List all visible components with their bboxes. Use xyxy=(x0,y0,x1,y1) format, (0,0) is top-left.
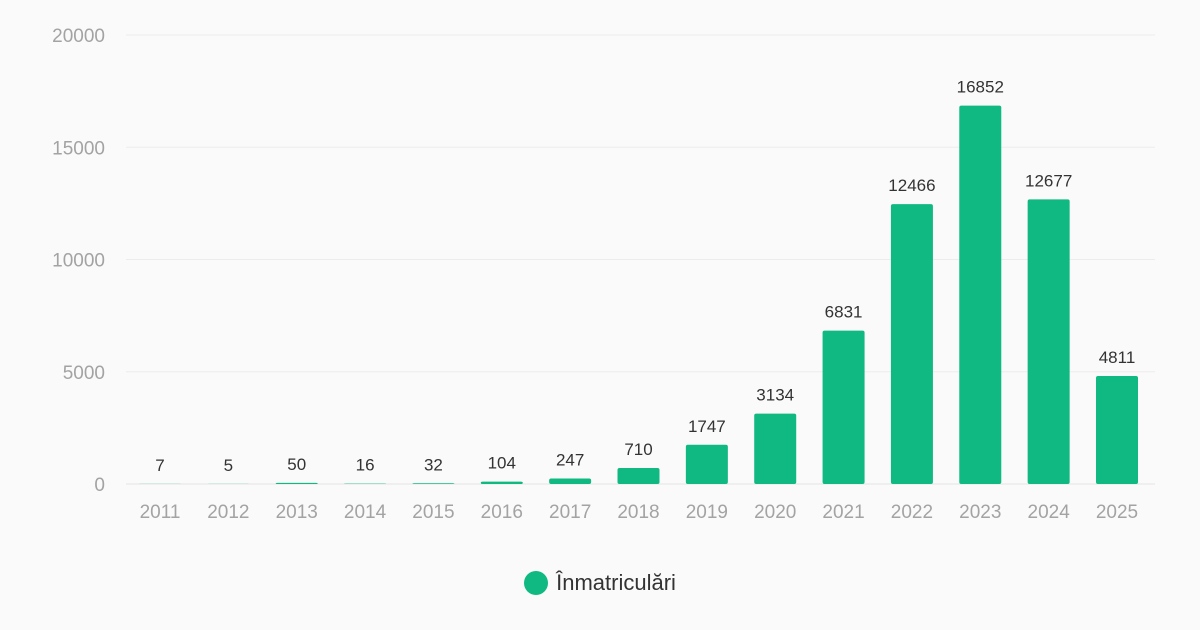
x-tick-label: 2020 xyxy=(754,502,796,523)
y-tick-label: 10000 xyxy=(52,251,105,272)
data-label: 1747 xyxy=(688,417,726,436)
legend-label: Înmatriculări xyxy=(556,570,676,595)
legend-swatch-icon xyxy=(524,571,549,595)
data-label: 50 xyxy=(287,455,306,474)
bars xyxy=(139,105,1138,484)
x-tick-label: 2021 xyxy=(822,502,864,523)
x-tick-label: 2024 xyxy=(1028,502,1071,523)
bar xyxy=(412,483,455,484)
x-tick-label: 2017 xyxy=(549,502,591,523)
x-axis: 2011 2012 2013 2014 2015 2016 2017 2018 2019 2020… xyxy=(140,502,1139,523)
y-tick-label: 5000 xyxy=(63,363,105,384)
data-label: 12466 xyxy=(888,176,935,195)
y-tick-label: 0 xyxy=(94,475,105,496)
data-label: 710 xyxy=(624,440,652,459)
bar xyxy=(617,468,660,484)
bar xyxy=(480,481,523,484)
x-tick-label: 2016 xyxy=(481,502,523,523)
bar xyxy=(959,105,1002,484)
bar xyxy=(822,330,865,484)
bar xyxy=(275,482,318,484)
data-label: 12677 xyxy=(1025,171,1072,190)
bar xyxy=(890,204,933,484)
bar-chart: 0 5000 10000 15000 20000 7 5 50 16 32 104 247 710 17… xyxy=(52,26,1155,523)
data-label: 4811 xyxy=(1099,348,1136,367)
x-tick-label: 2011 xyxy=(140,502,181,523)
x-tick-label: 2025 xyxy=(1096,502,1138,523)
x-tick-label: 2018 xyxy=(617,502,659,523)
data-label: 7 xyxy=(155,456,164,475)
bar xyxy=(754,413,797,484)
data-label: 16 xyxy=(356,456,375,475)
y-tick-label: 20000 xyxy=(52,26,105,47)
x-tick-label: 2022 xyxy=(891,502,933,523)
x-tick-label: 2015 xyxy=(412,502,454,523)
bar xyxy=(549,478,592,484)
data-label: 247 xyxy=(556,450,584,469)
x-tick-label: 2014 xyxy=(344,502,387,523)
data-label: 3134 xyxy=(756,386,794,405)
data-label: 32 xyxy=(424,455,443,474)
x-tick-label: 2019 xyxy=(686,502,728,523)
bar xyxy=(685,444,728,484)
data-labels: 7 5 50 16 32 104 247 710 1747 3134 6831 12466 16852 1… xyxy=(155,78,1135,475)
legend[interactable]: Înmatriculări xyxy=(0,570,1200,596)
data-label: 5 xyxy=(224,456,233,475)
x-tick-label: 2023 xyxy=(959,502,1001,523)
x-tick-label: 2013 xyxy=(276,502,318,523)
data-label: 6831 xyxy=(825,303,863,322)
bar xyxy=(1096,375,1138,484)
data-label: 104 xyxy=(488,454,516,473)
x-tick-label: 2012 xyxy=(207,502,249,523)
y-axis: 0 5000 10000 15000 20000 xyxy=(52,26,105,496)
bar xyxy=(1027,199,1070,484)
data-label: 16852 xyxy=(957,78,1004,97)
y-tick-label: 15000 xyxy=(52,138,105,159)
